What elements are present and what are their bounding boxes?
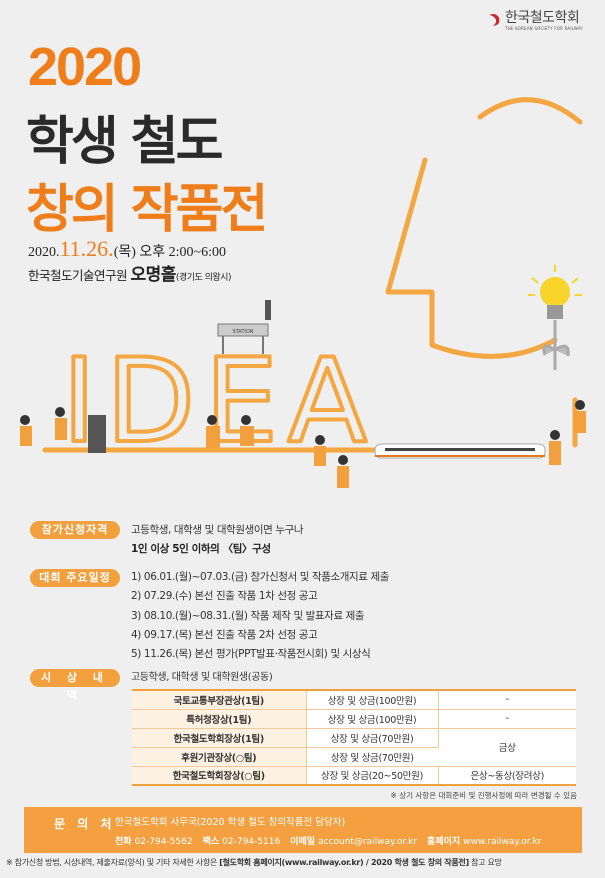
contact-website[interactable]: www.railway.or.kr <box>463 837 542 847</box>
footer-link: [철도학회 홈페이지(www.railway.or.kr) / 2020 학생 … <box>219 858 469 867</box>
eligibility-text: 고등학생, 대학생 및 대학원생이면 누구나 1인 이상 5인 이하의 〈팀〉구성 <box>131 524 304 556</box>
lightbulb-icon <box>528 265 582 370</box>
title-line2: 창의 작품전 <box>26 180 268 240</box>
footer-note: ※ 참가신청 방법, 시상내역, 제출자료(양식) 및 기타 자세한 사항은 [… <box>6 858 502 867</box>
contact-email[interactable]: account@railway.or.kr <box>318 837 418 847</box>
logo-name-en: THE KOREAN SOCIETY FOR RAILWAY <box>505 26 583 31</box>
contact-phone: 02-794-5562 <box>134 837 193 847</box>
logo-mark-icon <box>489 14 500 26</box>
awards-table: 국토교통부장관상(1팀) 상장 및 상금(100만원) - 특허청장상(1팀) 상장 … <box>132 689 576 786</box>
awards-badge: 시 상 내 역 <box>30 669 120 702</box>
eligibility-badge: 참가신청자격 <box>30 521 120 539</box>
station-sign: STATION <box>217 300 271 354</box>
train-icon <box>374 443 546 459</box>
table-row: 후원기관장상(○팀) 상장 및 상금(70만원) <box>132 747 576 767</box>
event-venue: 한국철도기술연구원 오명홀(경기도 의왕시) <box>28 265 231 285</box>
contact-org: 한국철도학회 사무국(2020 학생 철도 창의작품전 담당자) <box>115 817 346 828</box>
schedule-item: 5) 11.26.(목) 본선 평가(PPT발표·작품전시회) 및 시상식 <box>131 648 371 661</box>
schedule-item: 1) 06.01.(월)~07.03.(금) 참가신청서 및 작품소개지료 제출 <box>131 571 390 583</box>
svg-text:STATION: STATION <box>232 329 253 335</box>
schedule-list: 1) 06.01.(월)~07.03.(금) 참가신청서 및 작품소개지료 제출… <box>131 568 389 664</box>
contact-details: 전화 02-794-5562 팩스 02-794-5116 이메일 account@r… <box>115 837 542 847</box>
table-row: 국토교통부장관상(1팀) 상장 및 상금(100만원) - <box>132 689 576 710</box>
head-outline <box>385 157 558 359</box>
table-row: 특허청장상(1팀) 상장 및 상금(100만원) - <box>132 709 576 729</box>
table-row: 한국철도학회장상(○팀) 상장 및 상금(20~50만원) 은상~동상(장려상) <box>132 766 576 786</box>
awards-note: ※ 상기 사항은 대회준비 및 진행사정에 따라 변경될 수 있음 <box>390 791 577 800</box>
head-outline <box>477 97 583 125</box>
schedule-item: 3) 08.10.(월)~08.31.(월) 작품 제작 및 발표자료 제출 <box>131 609 365 622</box>
contact-box: 문 의 처 한국철도학회 사무국(2020 학생 철도 창의작품전 담당자) 전… <box>24 807 582 853</box>
schedule-item: 2) 07.29.(수) 본선 진출 작품 1차 선정 공고 <box>131 590 318 603</box>
title-year: 2020 <box>28 37 142 97</box>
title-line1: 학생 철도 <box>26 112 223 172</box>
logo: 한국철도학회 THE KOREAN SOCIETY FOR RAILWAY <box>486 10 583 31</box>
schedule-badge: 대회 주요일정 <box>30 569 120 587</box>
table-row: 한국철도학회장상(1팀) 상장 및 상금(70만원) 금상 <box>132 728 576 767</box>
event-date: 2020.11.26.(목) 오후 2:00~6:00 <box>28 236 227 261</box>
schedule-item: 4) 09.17.(목) 본선 진출 작품 2차 선정 공고 <box>131 628 318 641</box>
contact-label: 문 의 처 <box>54 817 116 831</box>
idea-illustration: IDEA STATION <box>20 97 586 488</box>
logo-name: 한국철도학회 <box>505 10 580 26</box>
contact-fax: 02-794-5116 <box>222 837 281 847</box>
people-figures <box>20 400 586 488</box>
awards-subtitle: 고등학생, 대학생 및 대학원생(공동) <box>131 672 273 683</box>
